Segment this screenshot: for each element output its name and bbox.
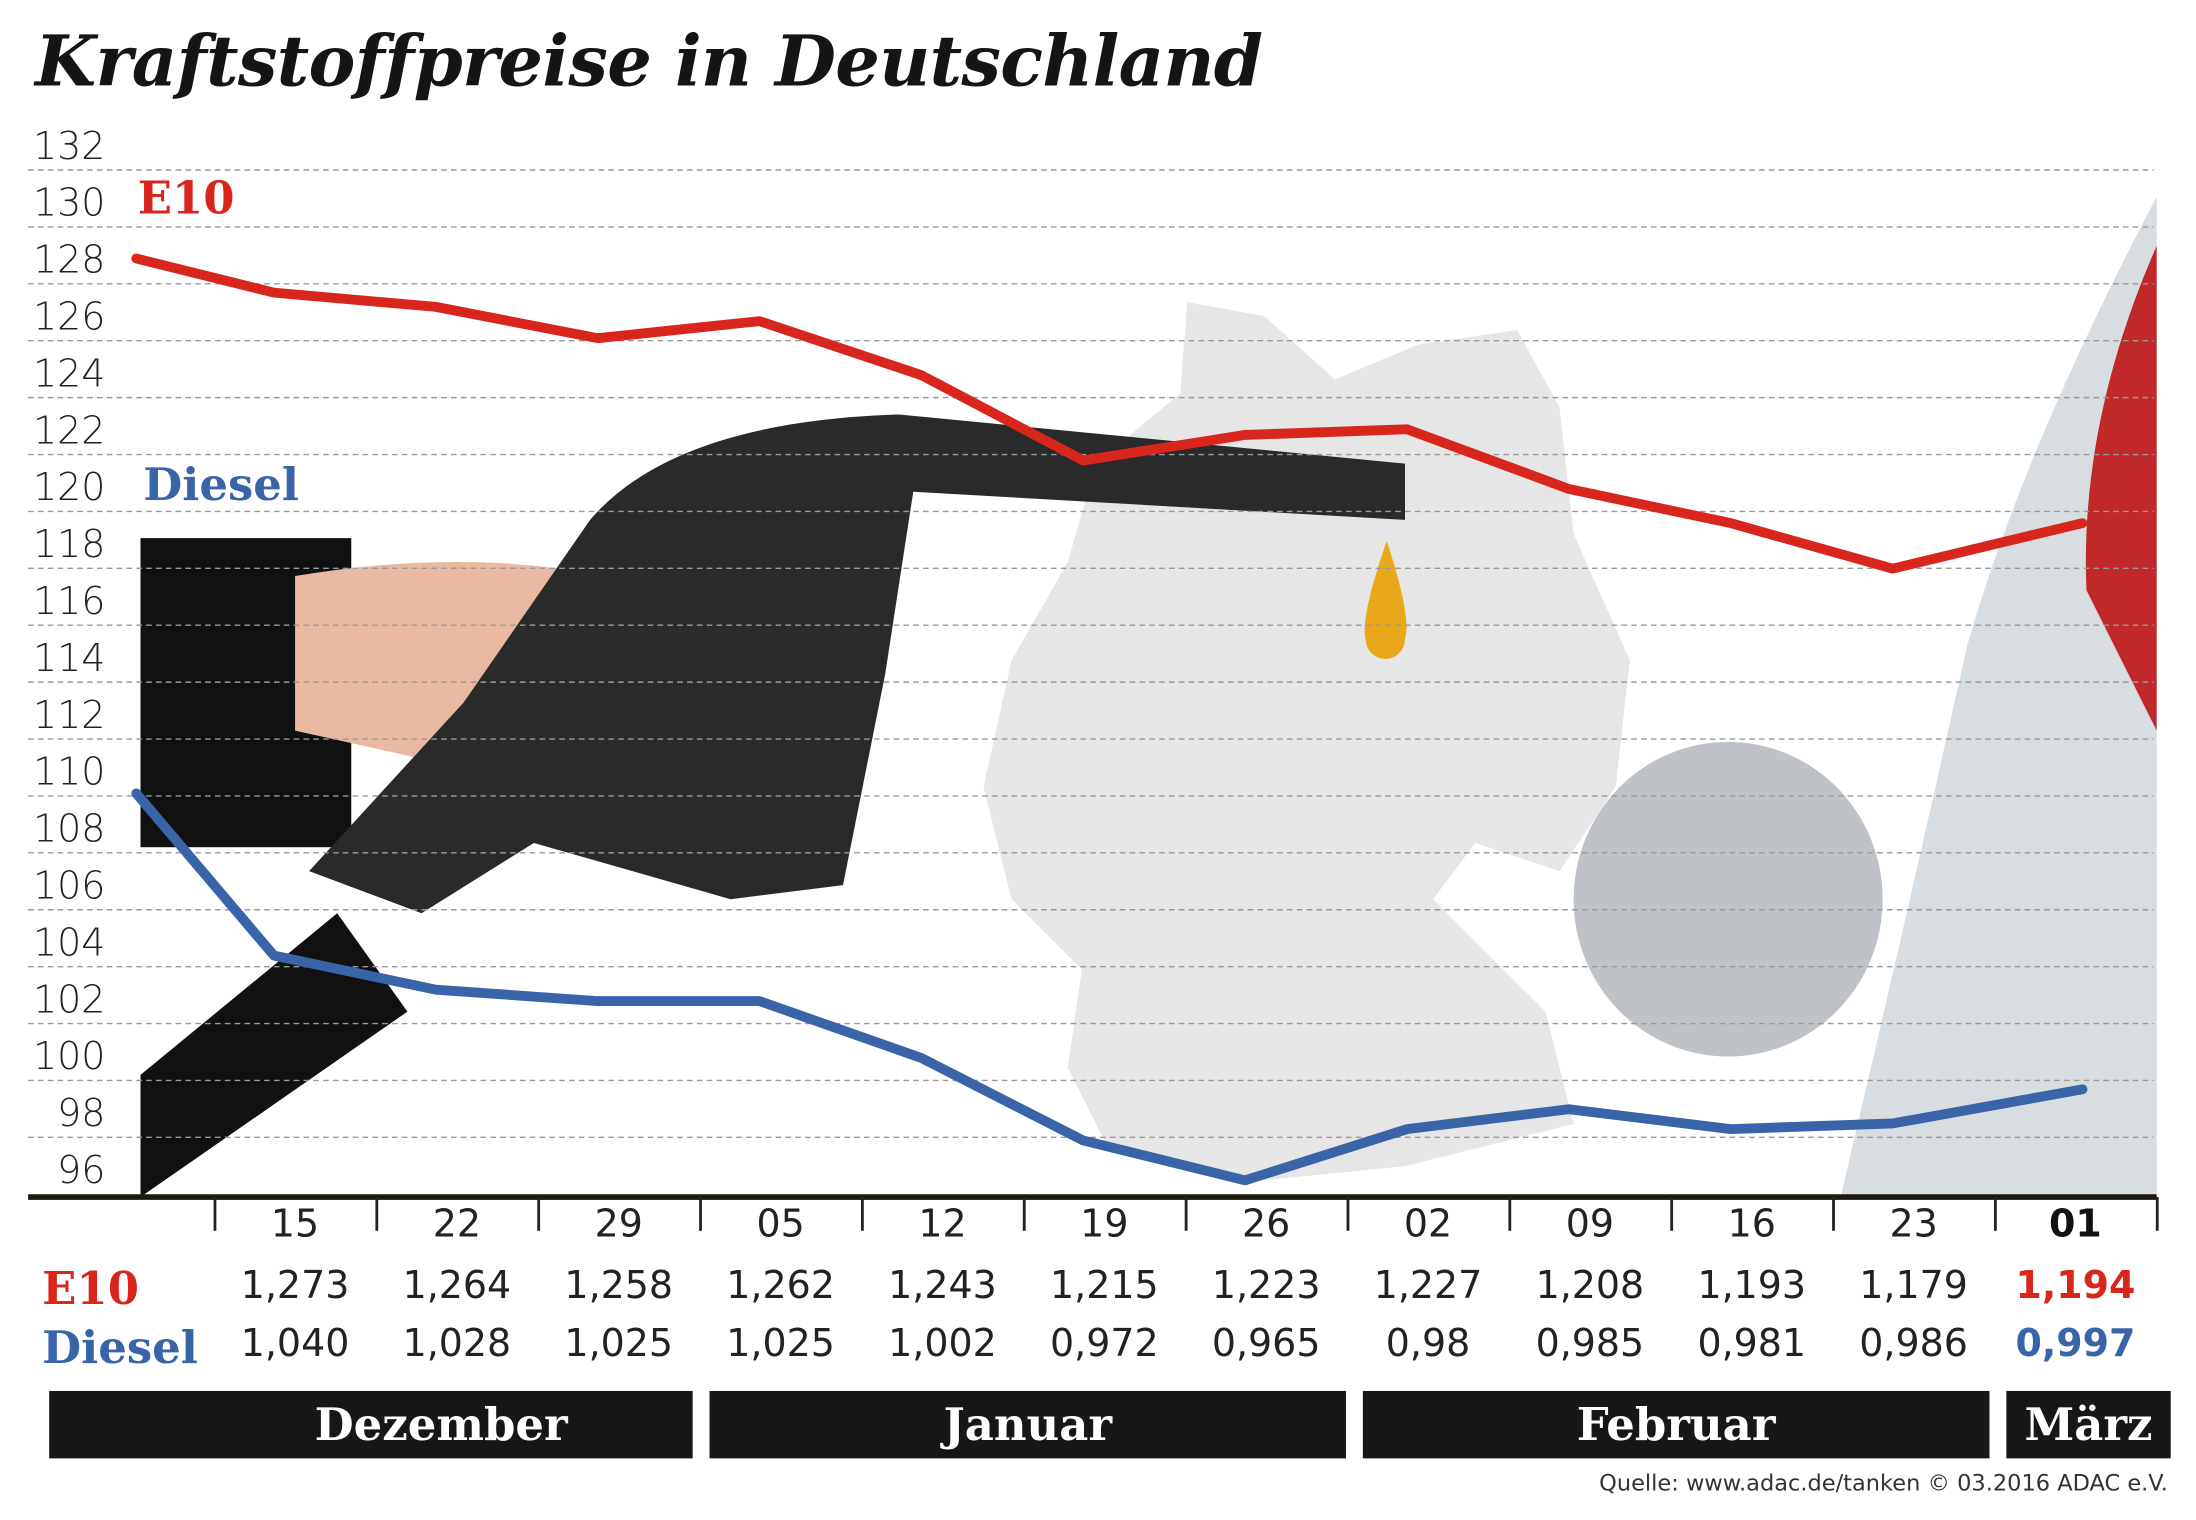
y-tick-label: 112 (33, 693, 105, 737)
month-label: Januar (943, 1397, 1113, 1452)
y-tick-label: 108 (33, 807, 105, 851)
table-cell-e10: 1,208 (1535, 1264, 1645, 1309)
table-cell-diesel: 0,98 (1385, 1322, 1471, 1366)
germany-map-shape (983, 302, 1630, 1181)
x-tick-label: 12 (918, 1202, 967, 1247)
x-tick-label: 01 (2049, 1202, 2102, 1247)
y-tick-label: 122 (33, 408, 105, 452)
y-tick-label: 110 (33, 750, 105, 794)
x-tick-label: 09 (1565, 1202, 1615, 1247)
car-taillight-shape (2085, 245, 2157, 731)
y-tick-label: 130 (33, 181, 105, 225)
month-bar-maerz: März (2006, 1390, 2171, 1459)
y-tick-label: 98 (57, 1091, 105, 1135)
table-cell-e10: 1,193 (1697, 1264, 1807, 1309)
table-cell-diesel: 1,025 (564, 1322, 674, 1366)
month-bar-dezember: Dezember (49, 1390, 693, 1459)
hose-shape (140, 913, 408, 1198)
x-tick-label: 23 (1889, 1202, 1938, 1247)
y-tick-label: 118 (33, 522, 105, 566)
table-cell-e10: 1,262 (726, 1264, 835, 1309)
y-tick-label: 96 (57, 1148, 105, 1192)
table-cell-e10: 1,227 (1373, 1264, 1483, 1309)
y-tick-label: 132 (33, 124, 105, 168)
nozzle-shape (309, 414, 1406, 914)
y-tick-label: 106 (33, 863, 105, 907)
x-tick-label: 29 (594, 1202, 643, 1247)
source-note: Quelle: www.adac.de/tanken © 03.2016 ADA… (1599, 1469, 2168, 1497)
table-cell-e10: 1,273 (240, 1264, 350, 1309)
y-tick-label: 126 (33, 294, 105, 338)
x-tick-label: 15 (270, 1202, 320, 1247)
table-cell-diesel: 1,002 (888, 1322, 997, 1366)
table-row-label-e10: E10 (42, 1261, 139, 1316)
y-tick-label: 124 (33, 351, 105, 395)
table-row-diesel: 1,040 1,028 1,025 1,025 1,002 0,972 0,965 0,98 0… (0, 1322, 2196, 1373)
table-cell-diesel: 1,025 (726, 1322, 835, 1366)
y-tick-label: 114 (33, 636, 105, 680)
month-label: März (2024, 1397, 2153, 1452)
y-tick-label: 102 (33, 977, 105, 1021)
month-label: Februar (1576, 1397, 1776, 1452)
month-bar-februar: Februar (1362, 1390, 1990, 1459)
table-row-label-diesel: Diesel (42, 1320, 198, 1375)
table-cell-diesel: 1,040 (240, 1322, 350, 1366)
table-cell-diesel: 0,985 (1535, 1322, 1645, 1366)
table-cell-diesel: 0,981 (1697, 1322, 1807, 1366)
table-cell-diesel: 0,965 (1211, 1322, 1321, 1366)
table-cell-e10: 1,194 (2015, 1264, 2136, 1309)
month-label: Dezember (314, 1397, 568, 1452)
background-illustration (140, 196, 2157, 1198)
x-tick-label: 22 (432, 1202, 482, 1247)
table-cell-e10: 1,223 (1211, 1264, 1321, 1309)
table-cell-e10: 1,258 (564, 1264, 674, 1309)
table-cell-e10: 1,215 (1050, 1264, 1159, 1309)
table-cell-diesel: 0,997 (2015, 1322, 2136, 1366)
fuel-cap-shape (1573, 741, 1883, 1057)
table-row-e10: 1,273 1,264 1,258 1,262 1,243 1,215 1,223 1,227… (0, 1265, 2196, 1316)
e10-series-label: E10 (137, 171, 235, 225)
month-bar-januar: Januar (709, 1390, 1346, 1459)
table-cell-diesel: 1,028 (402, 1322, 512, 1366)
chart-title: Kraftstoffpreise in Deutschland (35, 19, 1263, 103)
table-cell-e10: 1,243 (888, 1264, 997, 1309)
x-tick-label: 02 (1403, 1202, 1453, 1247)
x-tick-label: 05 (756, 1202, 805, 1247)
x-tick-labels: 15 22 29 05 12 19 26 02 09 16 23 01 (0, 1203, 2196, 1254)
y-tick-label: 116 (33, 579, 105, 623)
table-cell-e10: 1,264 (402, 1264, 512, 1309)
y-tick-label: 100 (33, 1034, 105, 1078)
x-tick-label: 26 (1242, 1202, 1291, 1247)
x-tick-label: 19 (1080, 1202, 1129, 1247)
x-tick-label: 16 (1727, 1202, 1776, 1247)
diesel-series-label: Diesel (143, 458, 299, 512)
table-cell-diesel: 0,972 (1050, 1322, 1159, 1366)
car-body-shape (1840, 196, 2157, 1198)
y-tick-label: 120 (33, 465, 105, 509)
table-cell-diesel: 0,986 (1859, 1322, 1968, 1366)
y-tick-label: 128 (33, 238, 105, 282)
fuel-drop-shape (1364, 540, 1407, 659)
y-tick-label: 104 (33, 920, 105, 964)
table-cell-e10: 1,179 (1859, 1264, 1968, 1309)
